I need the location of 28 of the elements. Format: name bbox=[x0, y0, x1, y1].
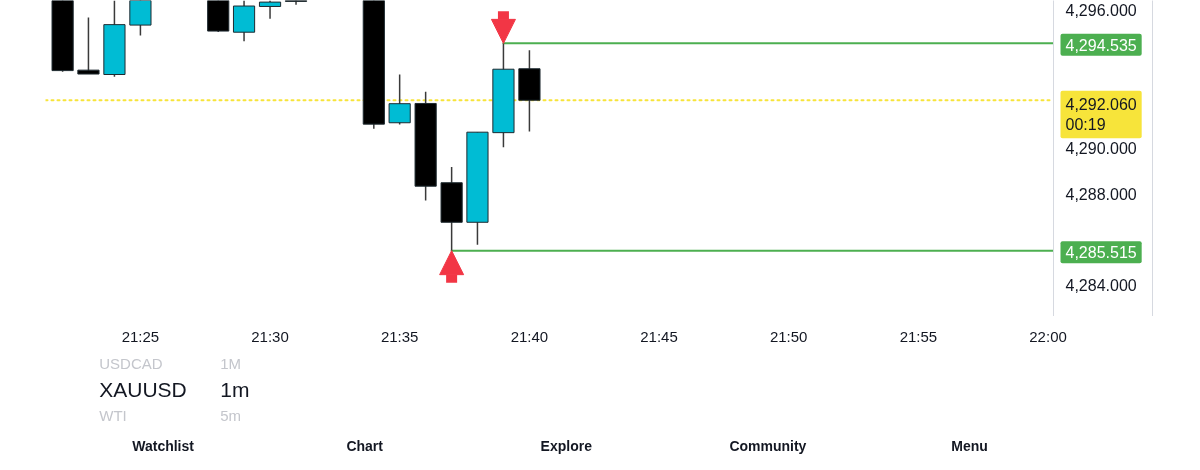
x-tick-label: 21:30 bbox=[251, 327, 289, 345]
y-tick-label: 4,290.000 bbox=[1065, 139, 1137, 157]
ref-line-label: 4,292.060 00:19 bbox=[1065, 95, 1137, 134]
text: Explore bbox=[540, 437, 593, 454]
text: WTI bbox=[99, 407, 127, 424]
x-tick-label: 21:50 bbox=[769, 327, 808, 345]
x-tick-label: 21:55 bbox=[899, 327, 938, 345]
x-tick-label: 21:40 bbox=[510, 327, 549, 345]
text: Watchlist bbox=[132, 437, 195, 454]
y-tick-label: 4,288.000 bbox=[1065, 185, 1137, 203]
y-tick-label: 4,296.000 bbox=[1065, 1, 1137, 19]
text: 1m bbox=[220, 378, 250, 401]
text: USDCAD bbox=[99, 355, 163, 372]
text: XAUUSD bbox=[99, 378, 187, 401]
x-tick-label: 21:45 bbox=[640, 327, 678, 345]
x-tick-label: 21:25 bbox=[121, 327, 160, 345]
candlestick bbox=[77, 16, 100, 75]
text: Menu bbox=[951, 437, 988, 454]
candlestick bbox=[388, 73, 411, 126]
text: 1M bbox=[220, 355, 242, 372]
y-tick-label: 4,284.000 bbox=[1065, 277, 1137, 295]
text: Chart bbox=[346, 437, 384, 454]
ref-line-label: 4,294.535 bbox=[1065, 36, 1137, 54]
x-tick-label: 22:00 bbox=[1029, 327, 1067, 345]
x-tick-label: 21:35 bbox=[380, 327, 419, 345]
text: Community bbox=[729, 437, 807, 454]
ref-line-label: 4,285.515 bbox=[1065, 244, 1137, 262]
text: 5m bbox=[220, 407, 242, 424]
